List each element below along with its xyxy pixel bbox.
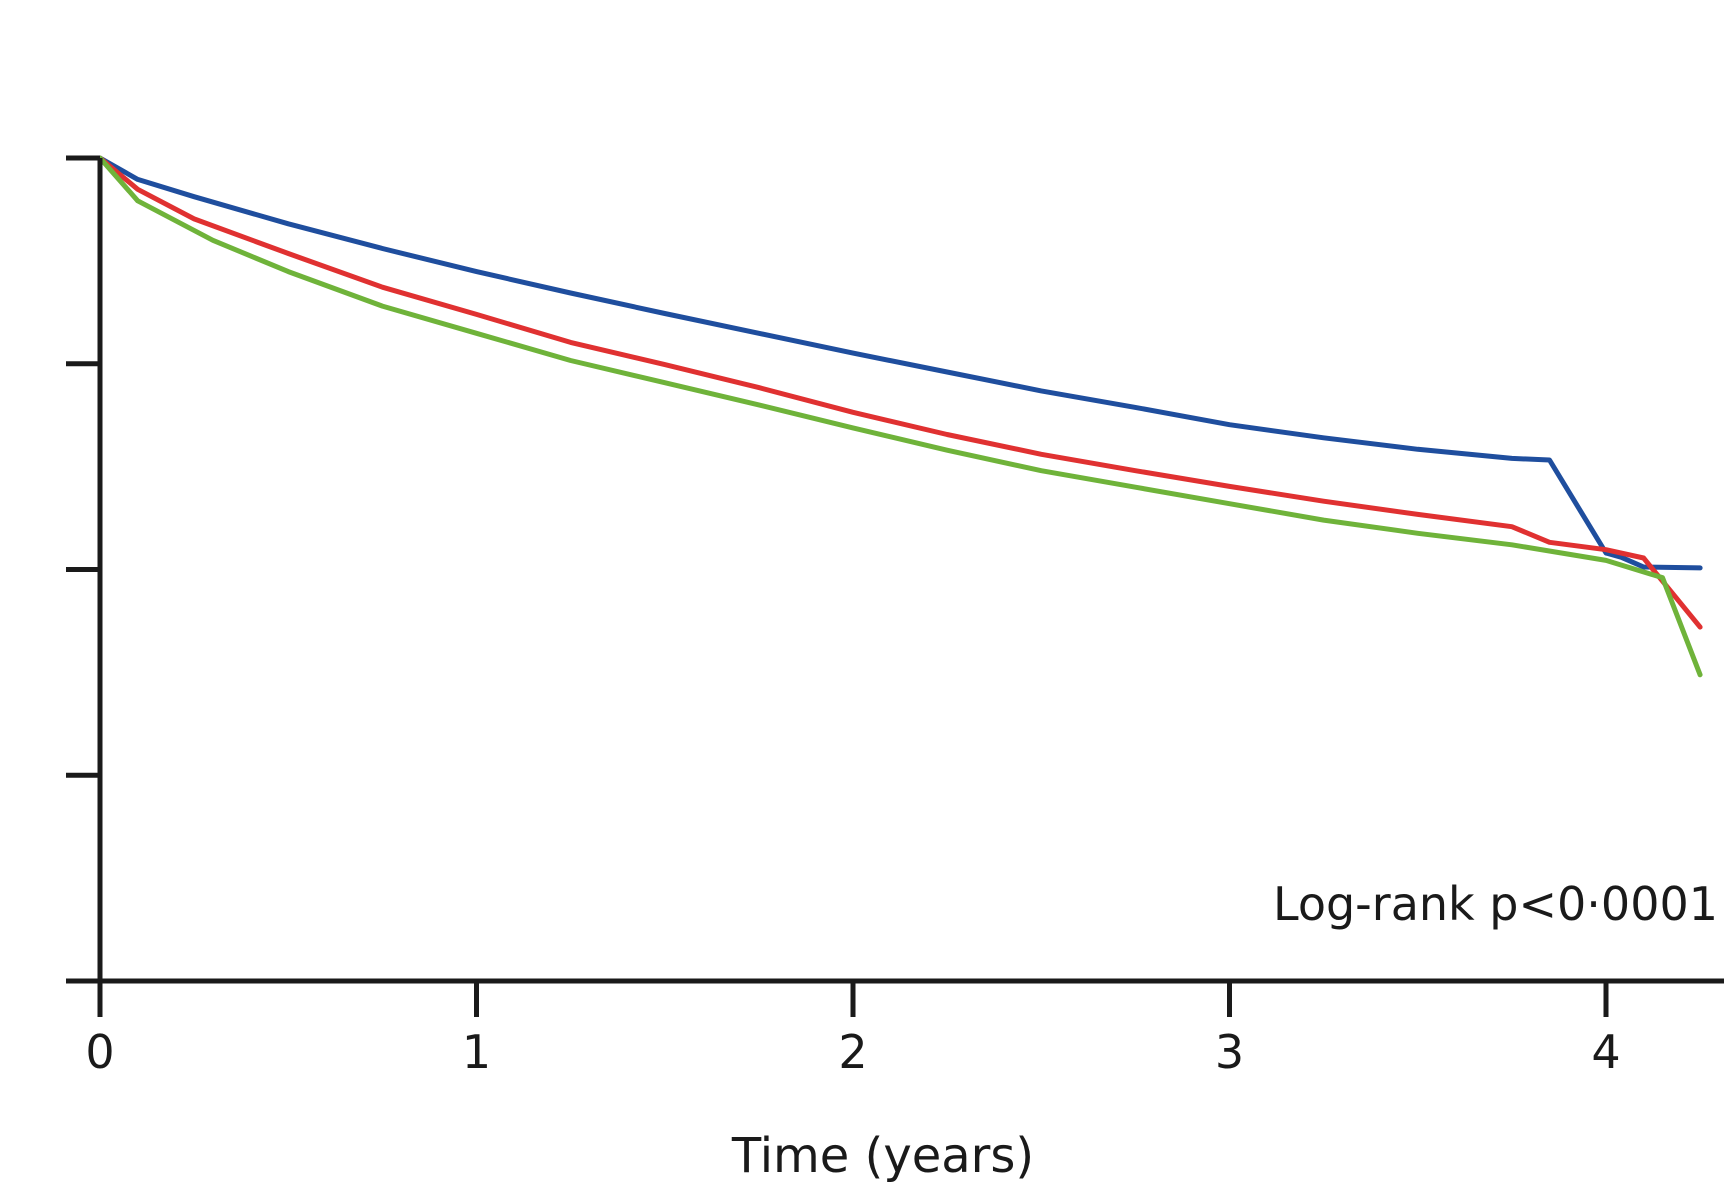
series-line-3	[97, 155, 1703, 678]
series-line-1	[97, 155, 1703, 571]
x-tick-label: 4	[1591, 1025, 1620, 1079]
tick-layer: 0 1 2 3 4	[66, 155, 1621, 1079]
log-rank-annotation: Log-rank p<0·0001	[1273, 877, 1718, 931]
x-tick-label: 1	[462, 1025, 491, 1079]
series-layer	[97, 155, 1703, 678]
x-tick-label: 2	[838, 1025, 867, 1079]
x-tick-label: 0	[85, 1025, 114, 1079]
x-tick-label: 3	[1215, 1025, 1244, 1079]
x-axis-title: Time (years)	[731, 1128, 1034, 1184]
series-line-2	[97, 155, 1703, 630]
